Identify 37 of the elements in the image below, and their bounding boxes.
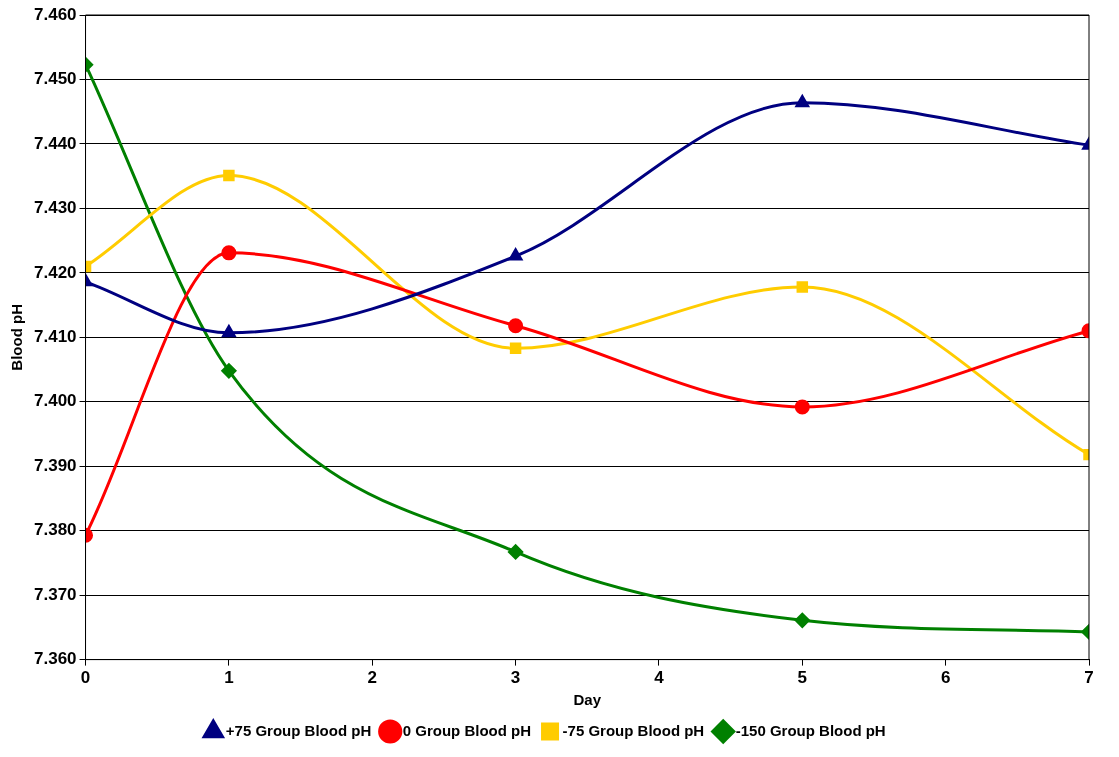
legend-label: -75 Group Blood pH <box>562 721 705 739</box>
x-tick-label: 2 <box>367 668 377 688</box>
y-tick-label: 7.370 <box>33 584 77 604</box>
point <box>794 612 810 628</box>
x-axis-title: Day <box>573 691 602 709</box>
y-tick-label: 7.400 <box>33 391 77 411</box>
point <box>509 342 522 354</box>
x-tick-label: 5 <box>797 668 808 688</box>
y-tick-label: 7.390 <box>33 455 77 475</box>
y-tick-label: 7.360 <box>33 649 77 669</box>
point <box>221 363 237 379</box>
legend-label: -150 Group Blood pH <box>735 721 886 739</box>
y-tick-label: 7.410 <box>33 326 77 346</box>
x-tick-label: 0 <box>80 668 91 688</box>
point <box>795 95 809 108</box>
y-tick-label: 7.460 <box>33 4 77 24</box>
x-tick-label: 6 <box>940 668 951 688</box>
point <box>223 169 235 182</box>
y-tick-label: 7.430 <box>33 198 77 218</box>
point <box>508 318 524 334</box>
x-tick-label: 3 <box>510 668 521 688</box>
point <box>794 399 810 415</box>
legend-label: 0 Group Blood pH <box>402 721 532 739</box>
point <box>796 281 809 293</box>
legend-label: +75 Group Blood pH <box>225 721 372 739</box>
y-tick-label: 7.420 <box>33 262 77 282</box>
y-tick-label: 7.440 <box>33 133 77 153</box>
y-axis-title: Blood pH <box>8 303 26 371</box>
x-tick-label: 4 <box>654 668 665 688</box>
y-tick-label: 7.450 <box>33 69 77 89</box>
y-tick-label: 7.380 <box>33 520 77 540</box>
x-tick-label: 7 <box>1084 668 1094 688</box>
point <box>508 248 523 261</box>
x-tick-label: 1 <box>224 668 234 688</box>
point <box>221 245 237 261</box>
point <box>222 325 236 338</box>
point <box>508 544 524 560</box>
